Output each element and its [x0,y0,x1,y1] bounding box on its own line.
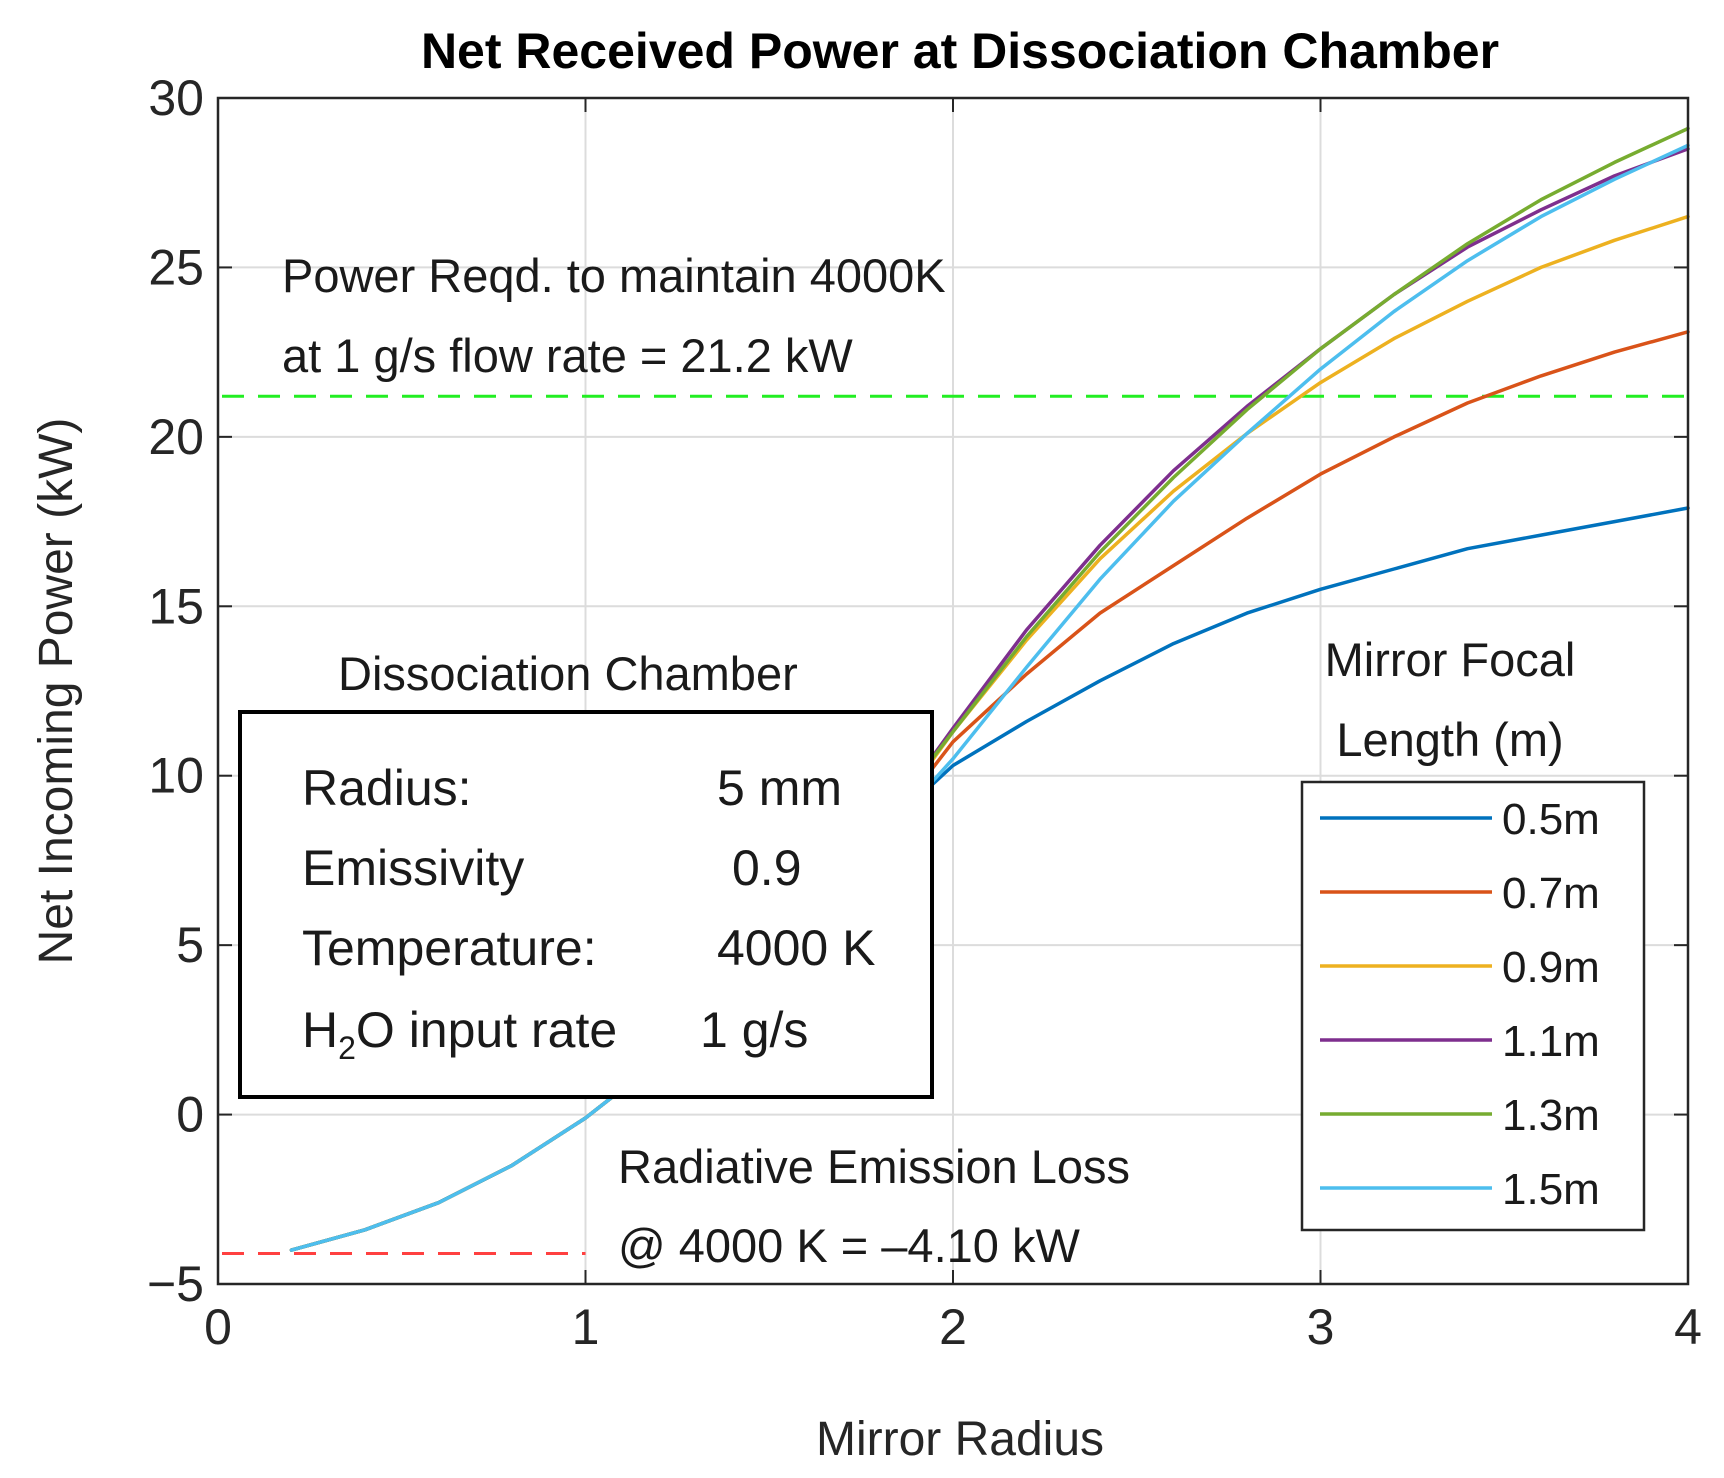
y-axis-label: Net Incoming Power (kW) [30,418,83,965]
legend-box [1300,780,1646,1232]
legend-label-0.9m: 0.9m [1502,943,1600,992]
y-tick-label: 20 [148,409,204,465]
chamber-radius-label: Radius: [302,760,472,816]
chamber-water-label: H2O input rate [302,1002,617,1066]
series-line-1.5m [289,143,1690,1252]
water-rest: O input rate [356,1002,617,1058]
x-axis-label: Mirror Radius [816,1413,1104,1466]
y-tick-label: 15 [148,578,204,634]
y-tick-label: 25 [148,239,204,295]
loss-annotation-line1: Radiative Emission Loss [618,1140,1130,1193]
y-tick-label: 5 [176,917,204,973]
series-lines [289,126,1690,1252]
y-tick-label: 0 [176,1087,204,1143]
chamber-temperature-label: Temperature: [302,920,597,976]
legend-label-1.5m: 1.5m [1502,1165,1600,1214]
loss-annotation-line2: @ 4000 K = –4.10 kW [618,1219,1080,1272]
x-tick-label: 1 [572,1299,600,1355]
chamber-box-frame [238,710,934,1099]
reference-lines [222,394,1688,1256]
x-tick-label: 2 [939,1299,967,1355]
legend-entries: 0.5m 0.7m 0.9m 1.1m 1.3m 1.5m [1320,795,1600,1214]
chamber-box-title: Dissociation Chamber [338,647,798,700]
legend-title-line1: Mirror Focal [1325,633,1576,686]
legend-label-1.3m: 1.3m [1502,1091,1600,1140]
x-tick-label: 4 [1674,1299,1702,1355]
x-tick-label: 0 [204,1299,232,1355]
chamber-temperature-value: 4000 K [717,920,875,976]
chart-title: Net Received Power at Dissociation Chamb… [421,23,1499,79]
chamber-water-value: 1 g/s [700,1002,808,1058]
chamber-info-box: Dissociation Chamber Radius: 5 mm Emissi… [238,647,934,1099]
water-subscript: 2 [338,1030,356,1066]
water-h: H [302,1002,338,1058]
y-tick-label: −5 [147,1256,204,1312]
y-tick-label: 30 [148,70,204,126]
chamber-radius-value: 5 mm [717,760,842,816]
x-tick-label: 3 [1307,1299,1335,1355]
legend-label-0.7m: 0.7m [1502,869,1600,918]
chamber-emissivity-value: 0.9 [732,840,802,896]
legend: Mirror Focal Length (m) 0.5m 0.7m 0.9m 1.1m… [1300,633,1646,1232]
legend-title-line2: Length (m) [1336,713,1563,766]
legend-label-0.5m: 0.5m [1502,795,1600,844]
y-tick-label: 10 [148,748,204,804]
legend-label-1.1m: 1.1m [1502,1017,1600,1066]
chamber-emissivity-label: Emissivity [302,840,524,896]
power-annotation-line1: Power Reqd. to maintain 4000K [282,249,946,302]
power-annotation-line2: at 1 g/s flow rate = 21.2 kW [282,329,853,382]
